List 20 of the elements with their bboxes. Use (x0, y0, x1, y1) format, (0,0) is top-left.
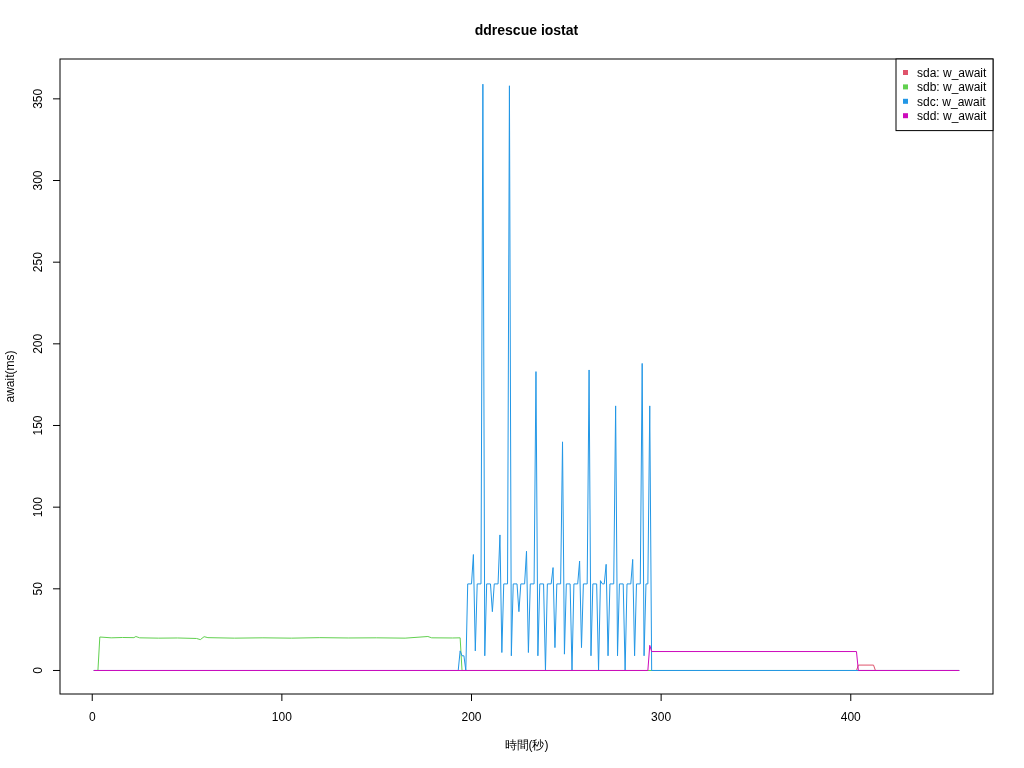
x-tick-label: 0 (88, 710, 96, 724)
y-axis-title: await(ms) (3, 350, 17, 403)
x-tick-label: 300 (651, 710, 672, 724)
x-axis-title: 時間(秒) (504, 738, 549, 752)
y-tick-label: 100 (31, 496, 45, 518)
legend-label: sdb: w_await (917, 80, 988, 95)
x-tick-label: 200 (461, 710, 482, 724)
y-tick-label: 150 (31, 415, 45, 436)
y-tick-label: 350 (31, 88, 45, 109)
legend-label: sda: w_await (917, 66, 988, 80)
y-tick-label: 50 (31, 581, 45, 596)
x-tick-label: 100 (271, 710, 293, 724)
y-tick-label: 300 (31, 170, 45, 191)
legend-label: sdd: w_await (917, 109, 988, 124)
x-tick-label: 400 (840, 710, 862, 724)
y-tick-label: 0 (31, 666, 45, 674)
legend-label: sdc: w_await (917, 94, 987, 109)
chart-title: ddrescue iostat (474, 22, 579, 38)
y-tick-label: 250 (31, 251, 45, 273)
y-tick-label: 200 (31, 333, 45, 354)
